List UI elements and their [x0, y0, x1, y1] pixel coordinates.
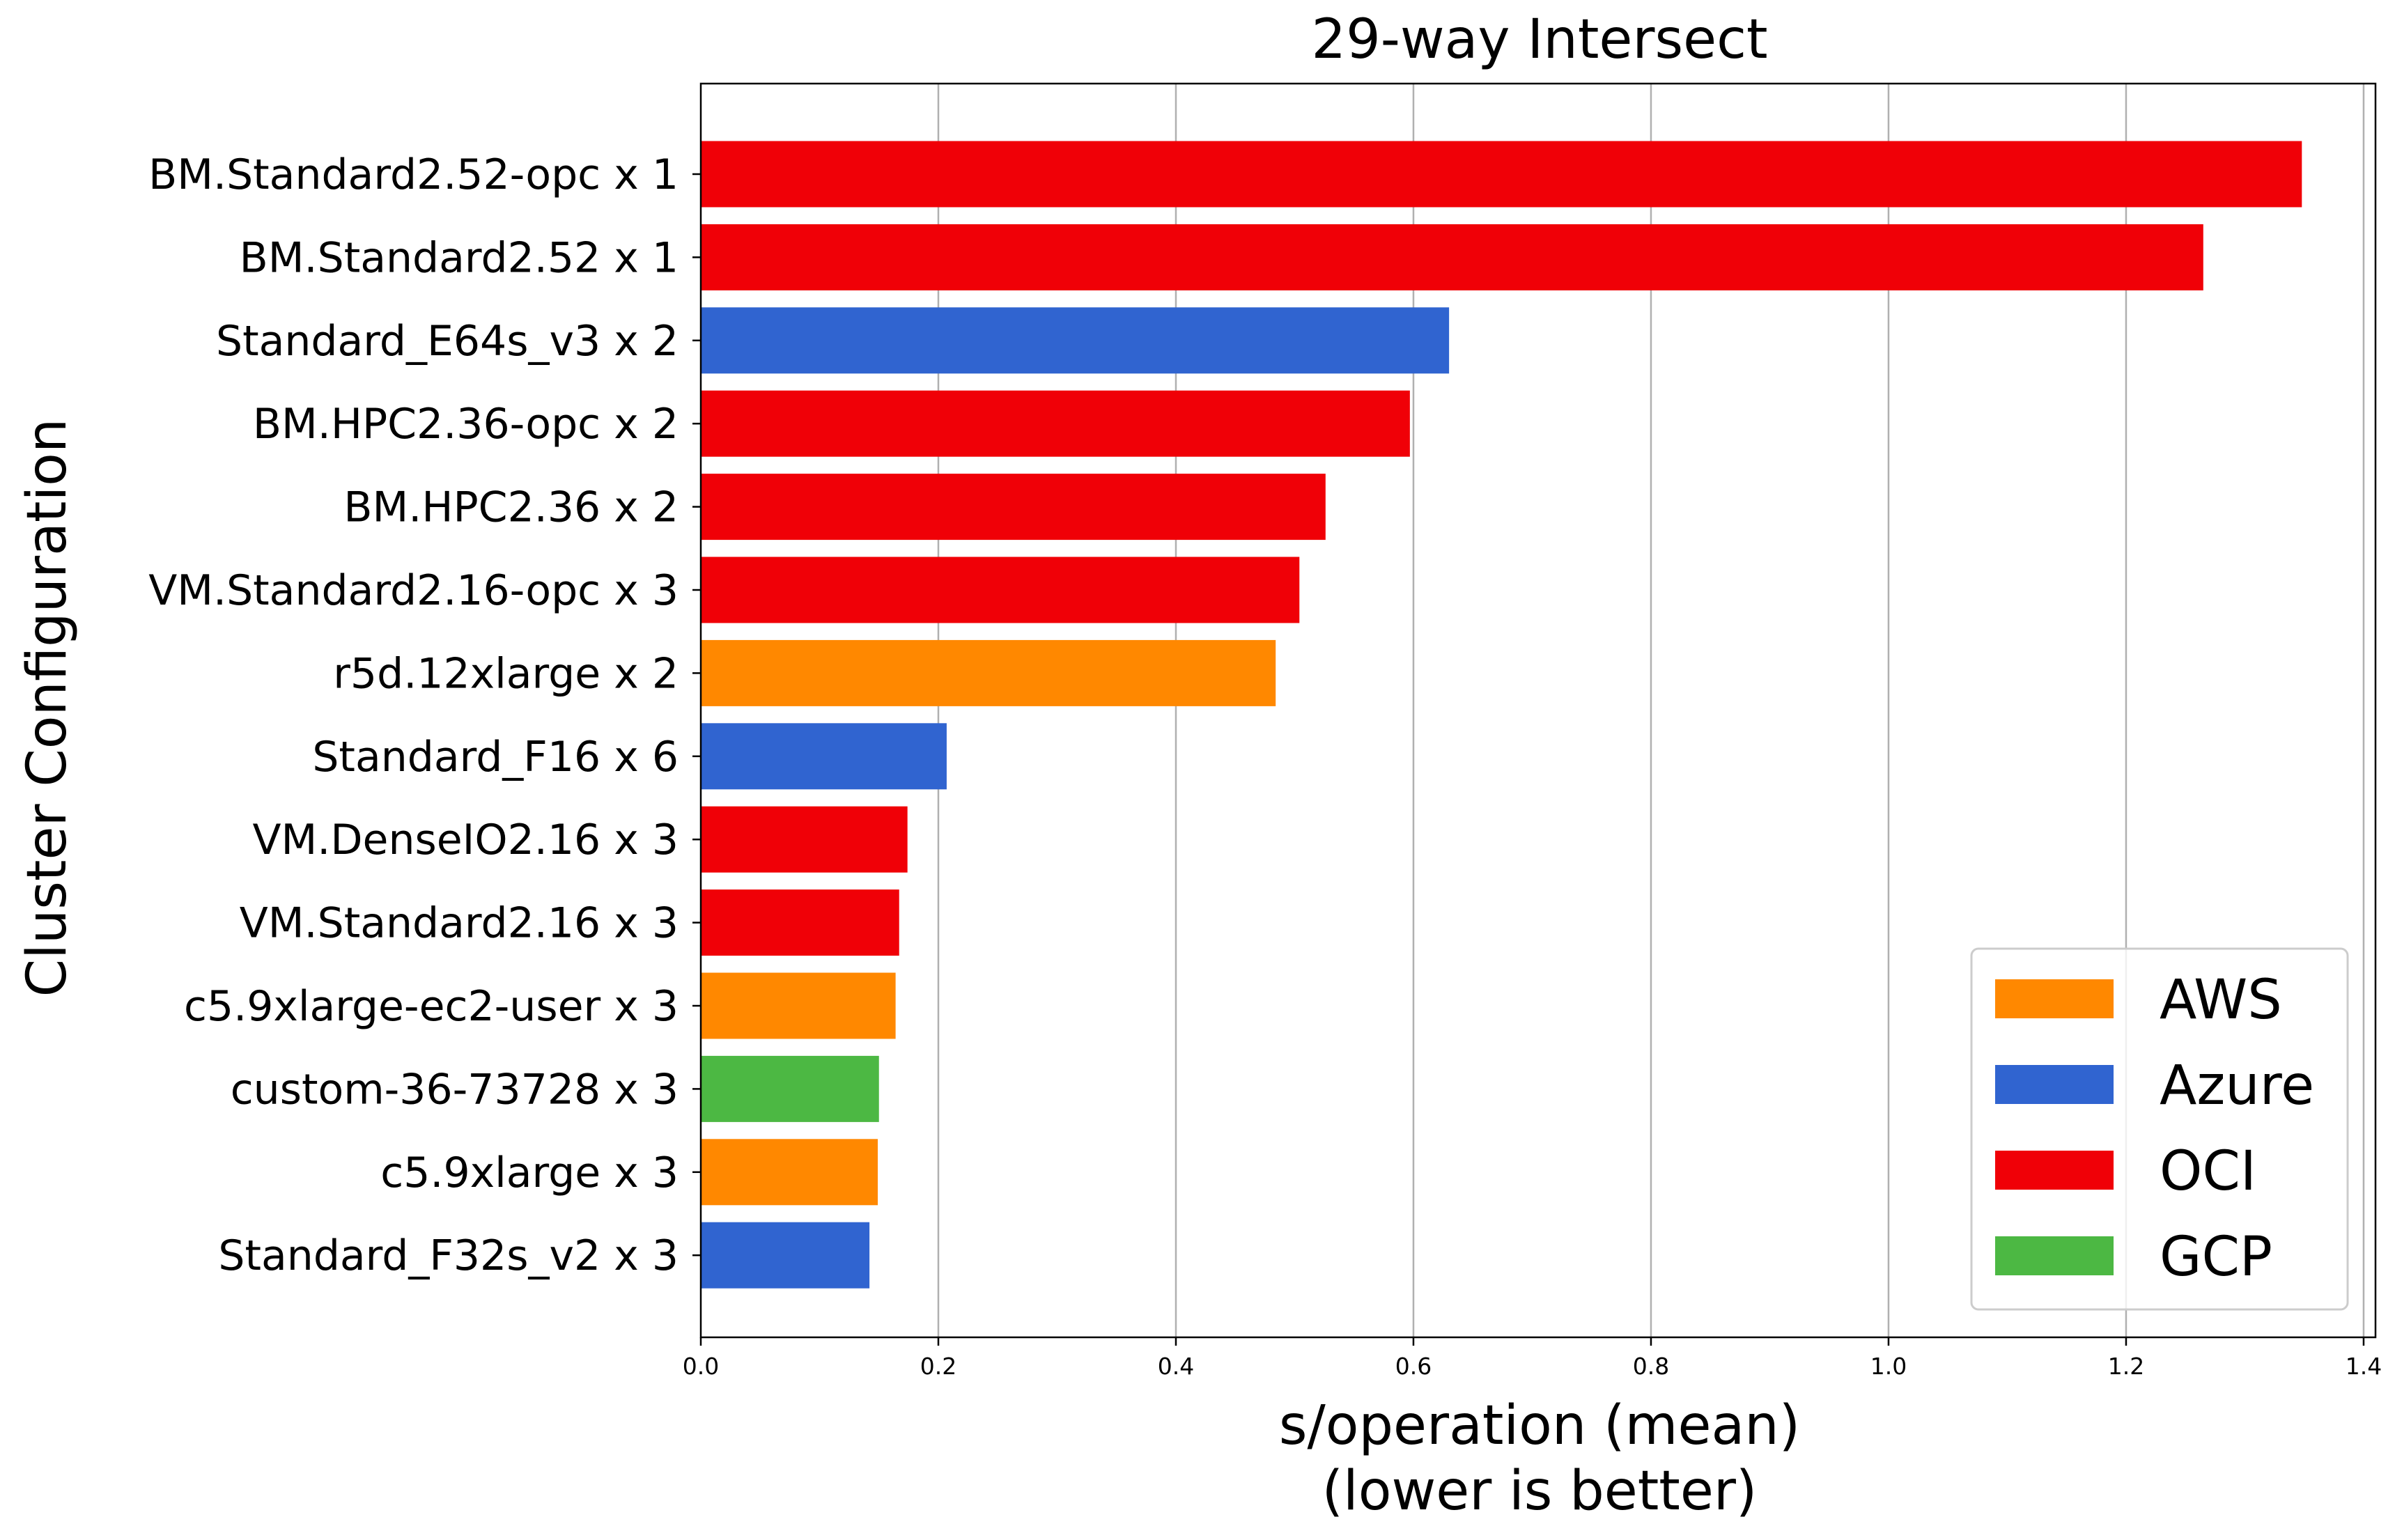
y-ticks: BM.Standard2.52-opc x 1 BM.Standard2.52 x… — [148, 150, 701, 1280]
bar — [701, 224, 2203, 290]
legend-label: Azure — [2160, 1055, 2314, 1117]
x-tick-label: 1.2 — [2108, 1353, 2144, 1380]
bar — [701, 889, 899, 956]
legend-swatch — [1995, 1065, 2114, 1104]
bar — [701, 1222, 870, 1289]
x-tick-label: 1.0 — [1870, 1353, 1907, 1380]
y-axis-label: Cluster Configuration — [16, 419, 79, 997]
bar — [701, 639, 1276, 706]
x-axis-label-note: (lower is better) — [1322, 1460, 1758, 1523]
bar — [701, 723, 947, 790]
bar — [701, 972, 896, 1039]
y-tick-label: Standard_F32s_v2 x 3 — [218, 1231, 679, 1280]
legend-swatch — [1995, 979, 2114, 1018]
bar — [701, 557, 1300, 623]
plot-frame — [699, 82, 2377, 1339]
y-tick-label: BM.Standard2.52 x 1 — [240, 233, 679, 282]
legend-label: OCI — [2160, 1140, 2256, 1203]
x-axis-label: s/operation (mean) — [1279, 1394, 1800, 1457]
legend-label: GCP — [2160, 1226, 2272, 1289]
legend: AWS Azure OCI GCP — [1970, 947, 2349, 1311]
y-tick-label: BM.HPC2.36-opc x 2 — [253, 400, 679, 449]
legend-swatch — [1995, 1151, 2114, 1190]
y-tick-label: BM.Standard2.52-opc x 1 — [148, 150, 679, 199]
y-tick-label: custom-36-73728 x 3 — [231, 1065, 679, 1114]
bar — [701, 1055, 879, 1122]
legend-swatch — [1995, 1236, 2114, 1275]
bar — [701, 1139, 878, 1206]
bar — [701, 390, 1410, 457]
legend-frame — [1970, 947, 2349, 1311]
y-tick-label: c5.9xlarge-ec2-user x 3 — [184, 982, 679, 1031]
y-tick-label: r5d.12xlarge x 2 — [333, 649, 679, 698]
bar — [701, 806, 908, 873]
y-tick-label: VM.Standard2.16-opc x 3 — [148, 566, 679, 615]
y-tick-label: c5.9xlarge x 3 — [380, 1149, 679, 1197]
y-tick-label: BM.HPC2.36 x 2 — [343, 483, 679, 532]
y-tick-label: Standard_E64s_v3 x 2 — [216, 317, 679, 366]
x-tick-label: 0.0 — [683, 1353, 719, 1380]
bar — [701, 307, 1450, 374]
x-ticks: 0.0 0.2 0.4 0.6 0.8 1.0 1.2 1.4 — [683, 1337, 2382, 1380]
chart-title: 29-way Intersect — [1311, 8, 1767, 71]
x-tick-label: 0.6 — [1395, 1353, 1432, 1380]
grid-lines — [937, 84, 2365, 1337]
bars — [701, 141, 2302, 1289]
x-tick-label: 0.2 — [920, 1353, 956, 1380]
x-tick-label: 1.4 — [2346, 1353, 2382, 1380]
y-tick-label: VM.Standard2.16 x 3 — [240, 899, 679, 948]
x-tick-label: 0.8 — [1633, 1353, 1669, 1380]
y-tick-label: Standard_F16 x 6 — [312, 733, 679, 781]
bar — [701, 141, 2302, 208]
y-tick-label: VM.DenseIO2.16 x 3 — [252, 816, 679, 864]
bar — [701, 474, 1326, 540]
x-tick-label: 0.4 — [1158, 1353, 1194, 1380]
legend-label: AWS — [2160, 969, 2282, 1032]
